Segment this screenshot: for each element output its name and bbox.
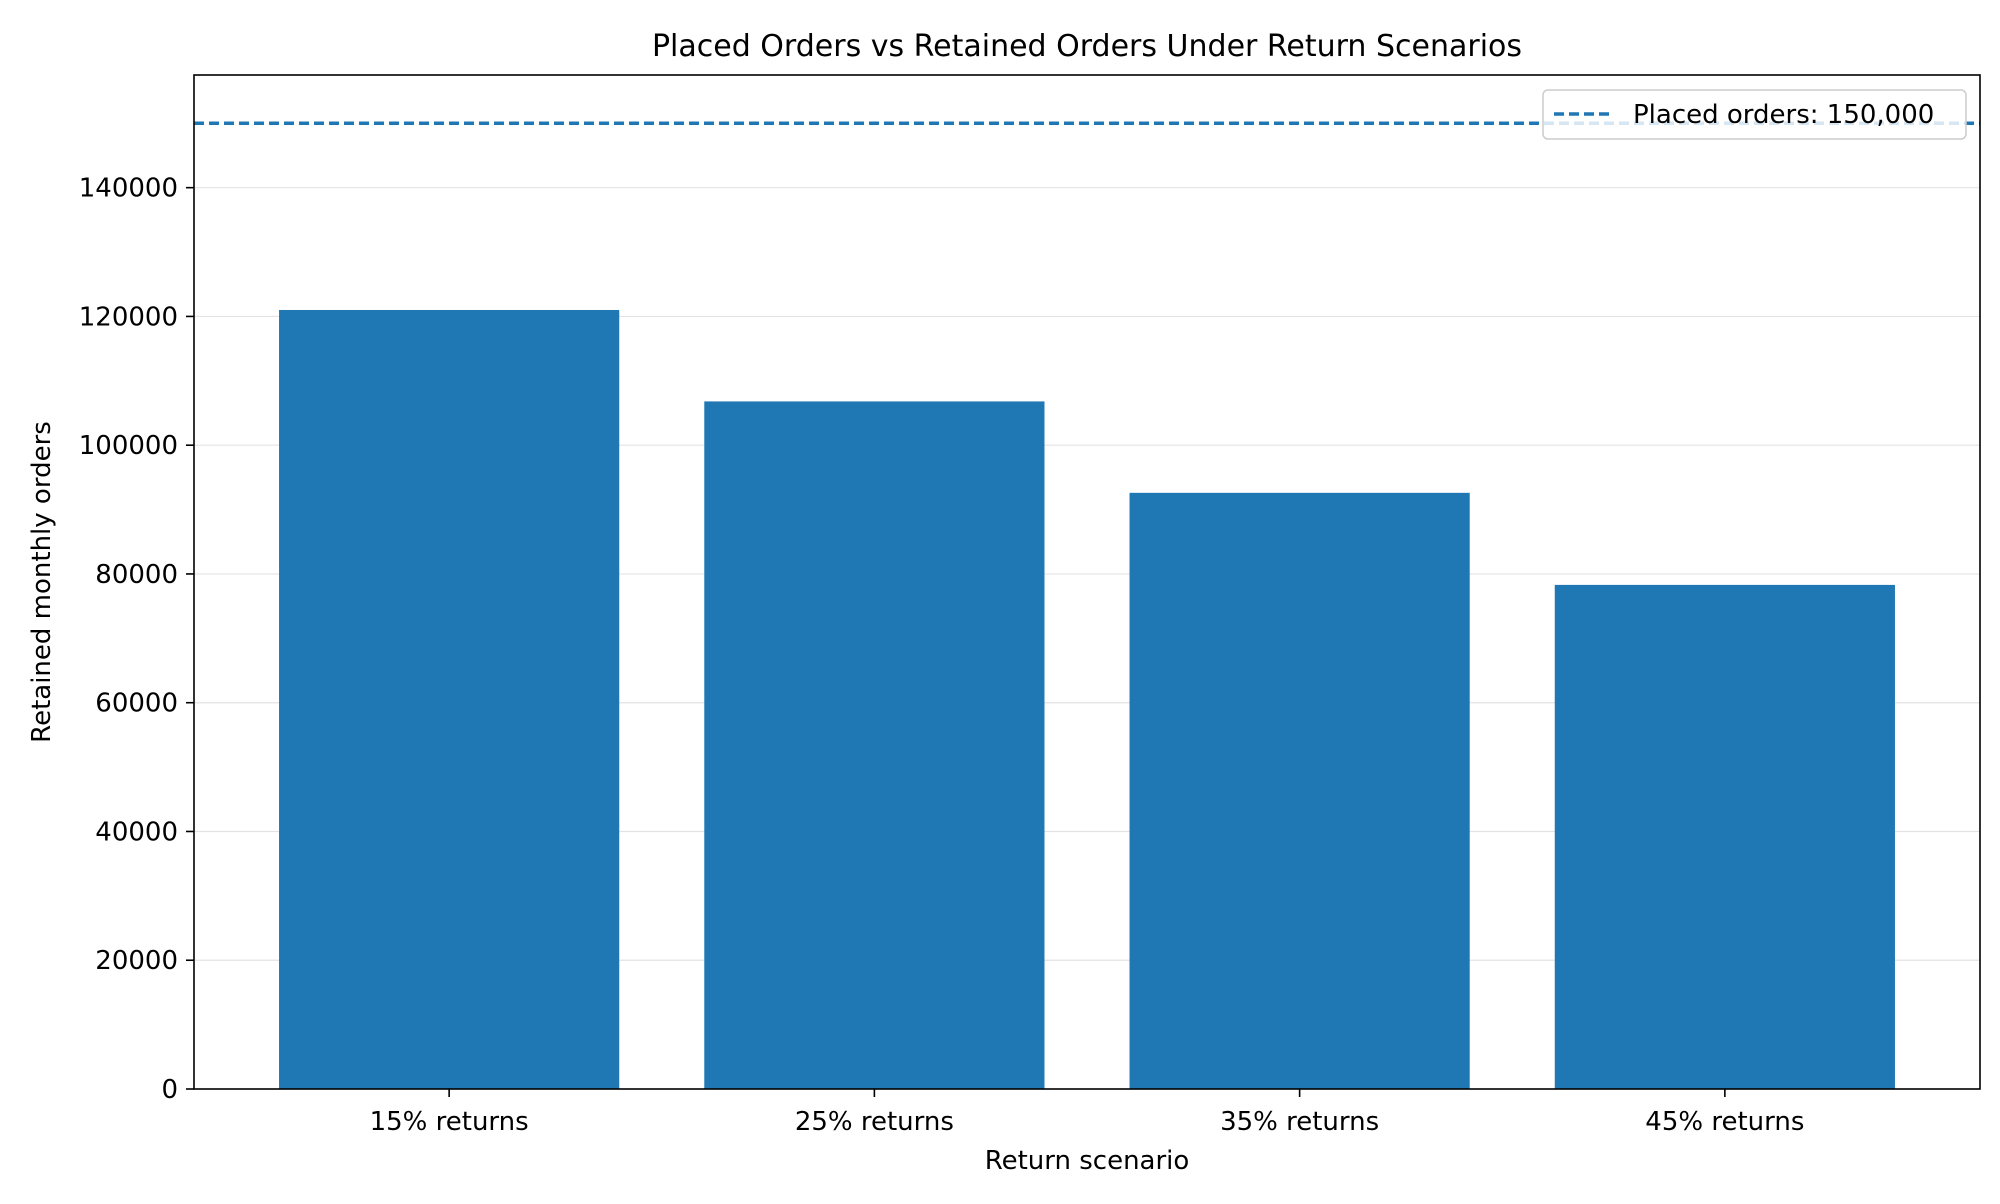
bar bbox=[1129, 492, 1470, 1089]
chart-title: Placed Orders vs Retained Orders Under R… bbox=[652, 29, 1522, 64]
plot-frame bbox=[193, 74, 1981, 1090]
legend-box bbox=[1542, 89, 1967, 140]
x-axis: 15% returns 25% returns 35% returns 45% ret… bbox=[370, 1089, 1804, 1137]
x-tick-label: 15% returns bbox=[370, 1107, 529, 1137]
bar bbox=[279, 309, 620, 1089]
x-tick-label: 45% returns bbox=[1645, 1107, 1804, 1137]
x-tick-label: 25% returns bbox=[795, 1107, 954, 1137]
y-tick-label: 40000 bbox=[95, 817, 178, 847]
bar bbox=[704, 401, 1045, 1089]
bars bbox=[279, 309, 1895, 1089]
y-axis-label: Retained monthly orders bbox=[27, 421, 57, 743]
y-tick-label: 100000 bbox=[79, 431, 178, 461]
x-tick-label: 35% returns bbox=[1220, 1107, 1379, 1137]
y-tick-label: 0 bbox=[161, 1075, 178, 1105]
y-tick-label: 120000 bbox=[79, 302, 178, 332]
y-tick-label: 80000 bbox=[95, 560, 178, 590]
y-tick-label: 20000 bbox=[95, 946, 178, 976]
legend-label: Placed orders: 150,000 bbox=[1633, 100, 1934, 130]
x-axis-label: Return scenario bbox=[985, 1146, 1190, 1176]
y-tick-label: 140000 bbox=[79, 174, 178, 204]
y-axis: 0 20000 40000 60000 80000 100000 120000 140000 bbox=[79, 174, 194, 1105]
legend: Placed orders: 150,000 bbox=[1542, 89, 1967, 140]
bar bbox=[1554, 584, 1895, 1089]
y-tick-label: 60000 bbox=[95, 689, 178, 719]
